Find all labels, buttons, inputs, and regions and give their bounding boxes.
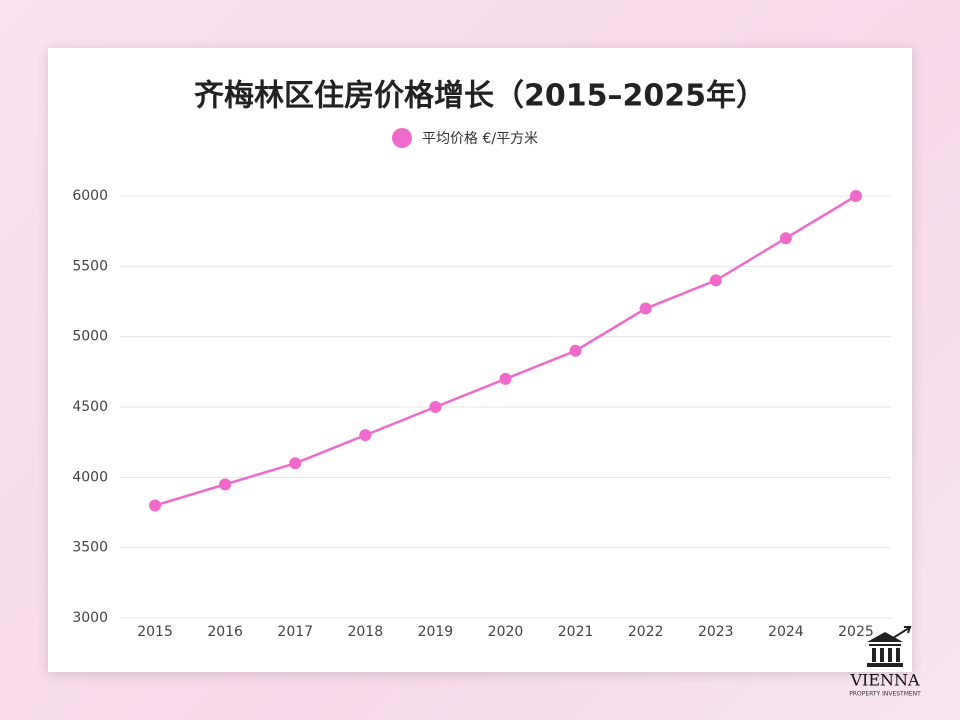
y-tick-label: 5500 bbox=[72, 258, 108, 274]
x-tick-label: 2024 bbox=[768, 624, 804, 640]
y-tick-label: 5000 bbox=[72, 329, 108, 345]
y-tick-label: 3000 bbox=[72, 610, 108, 626]
logo-icon bbox=[867, 632, 903, 667]
y-tick-label: 6000 bbox=[72, 188, 108, 204]
x-tick-label: 2019 bbox=[418, 624, 454, 640]
y-tick-label: 4000 bbox=[72, 469, 108, 485]
point bbox=[779, 232, 792, 245]
logo-name: VIENNA bbox=[849, 671, 920, 690]
point bbox=[219, 478, 232, 491]
x-tick-label: 2020 bbox=[488, 624, 524, 640]
x-tick-label: 2021 bbox=[558, 624, 594, 640]
legend-marker bbox=[392, 128, 412, 148]
chart-title: 齐梅林区住房价格增长（2015–2025年） bbox=[194, 79, 766, 114]
point bbox=[849, 190, 862, 202]
x-tick-label: 2015 bbox=[137, 624, 173, 640]
point bbox=[639, 302, 652, 315]
point bbox=[149, 499, 162, 512]
logo-arrow bbox=[892, 626, 912, 639]
legend-label: 平均价格 €/平方米 bbox=[422, 131, 538, 147]
legend: 平均价格 €/平方米 bbox=[392, 128, 538, 148]
point bbox=[359, 429, 372, 442]
point bbox=[289, 457, 302, 470]
x-tick-label: 2018 bbox=[347, 624, 383, 640]
point bbox=[499, 372, 512, 385]
x-tick-label: 2016 bbox=[207, 624, 243, 640]
x-tick-label: 2023 bbox=[698, 624, 734, 640]
y-tick-label: 3500 bbox=[72, 540, 108, 556]
x-tick-label: 2025 bbox=[838, 624, 874, 640]
x-tick-label: 2022 bbox=[628, 624, 664, 640]
point bbox=[709, 274, 722, 287]
card bbox=[48, 48, 912, 672]
logo-tagline: PROPERTY INVESTMENT bbox=[849, 691, 921, 698]
x-tick-label: 2017 bbox=[277, 624, 313, 640]
point bbox=[429, 401, 442, 413]
logo: VIENNA PROPERTY INVESTMENT bbox=[849, 626, 921, 698]
point bbox=[569, 344, 582, 357]
y-tick-label: 4500 bbox=[72, 399, 108, 415]
